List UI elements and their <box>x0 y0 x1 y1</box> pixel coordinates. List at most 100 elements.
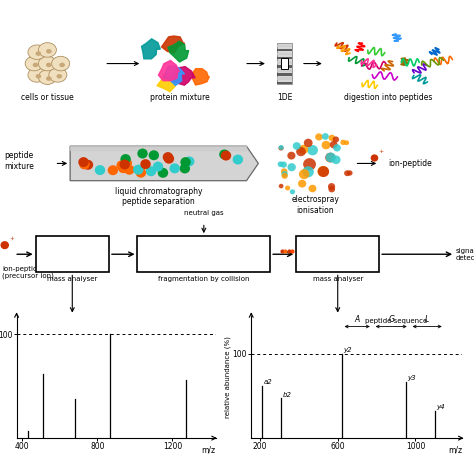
Ellipse shape <box>36 74 41 79</box>
Text: m/z: m/z <box>448 445 462 454</box>
Circle shape <box>121 158 132 168</box>
Text: y4: y4 <box>437 404 445 410</box>
Circle shape <box>315 133 323 141</box>
Ellipse shape <box>28 68 46 82</box>
Circle shape <box>298 180 306 188</box>
Text: y3: y3 <box>407 375 416 381</box>
Text: L: L <box>425 315 429 324</box>
Text: m/z: m/z <box>201 445 216 454</box>
Ellipse shape <box>46 49 52 54</box>
Circle shape <box>287 163 296 171</box>
Circle shape <box>169 163 180 173</box>
Polygon shape <box>142 39 160 59</box>
Text: b2: b2 <box>283 391 292 398</box>
Circle shape <box>290 189 295 194</box>
Text: liquid chromatography
peptide separation: liquid chromatography peptide separation <box>115 187 202 207</box>
Circle shape <box>331 155 341 164</box>
Circle shape <box>318 166 329 177</box>
Circle shape <box>333 136 339 143</box>
Polygon shape <box>157 74 179 92</box>
Ellipse shape <box>59 63 65 67</box>
Bar <box>277 82 292 84</box>
Circle shape <box>302 166 314 178</box>
Circle shape <box>340 140 346 145</box>
Circle shape <box>326 153 336 162</box>
Ellipse shape <box>52 56 70 71</box>
Circle shape <box>79 159 90 169</box>
Circle shape <box>184 156 194 166</box>
Text: fragmentation by collision: fragmentation by collision <box>158 276 250 282</box>
Circle shape <box>108 165 118 175</box>
Ellipse shape <box>56 74 62 79</box>
Circle shape <box>221 151 231 161</box>
Bar <box>281 58 288 69</box>
Circle shape <box>219 149 229 159</box>
Text: 1DE: 1DE <box>277 93 292 102</box>
Circle shape <box>287 152 295 159</box>
Circle shape <box>118 163 128 173</box>
Circle shape <box>347 170 353 176</box>
Circle shape <box>299 169 310 179</box>
Circle shape <box>137 148 148 158</box>
Text: a2: a2 <box>264 379 272 385</box>
Circle shape <box>0 241 9 249</box>
Circle shape <box>279 184 283 188</box>
Circle shape <box>158 168 168 178</box>
Ellipse shape <box>49 68 67 82</box>
Circle shape <box>95 165 105 175</box>
Circle shape <box>318 166 329 177</box>
Bar <box>296 236 379 272</box>
Circle shape <box>146 166 156 176</box>
Circle shape <box>180 163 190 173</box>
Circle shape <box>140 159 151 169</box>
Polygon shape <box>192 69 210 85</box>
Circle shape <box>163 152 173 162</box>
Text: peptide sequence: peptide sequence <box>365 318 427 324</box>
Bar <box>277 69 292 72</box>
Text: y2: y2 <box>343 347 352 353</box>
Polygon shape <box>162 36 184 53</box>
Bar <box>277 45 292 47</box>
Circle shape <box>299 145 308 154</box>
Text: neutral gas: neutral gas <box>184 210 224 216</box>
Circle shape <box>280 162 287 168</box>
Circle shape <box>117 160 127 170</box>
Ellipse shape <box>38 70 56 84</box>
Bar <box>277 61 292 64</box>
Ellipse shape <box>46 63 52 67</box>
Circle shape <box>344 170 350 176</box>
Text: product ions: product ions <box>297 240 341 246</box>
Bar <box>277 43 292 84</box>
Text: protein mixture: protein mixture <box>150 93 210 102</box>
Bar <box>277 57 292 59</box>
Circle shape <box>279 145 284 150</box>
Circle shape <box>344 140 349 145</box>
Circle shape <box>83 160 93 170</box>
Text: ion-peptide: ion-peptide <box>389 159 432 168</box>
Circle shape <box>325 153 336 163</box>
Circle shape <box>321 141 330 149</box>
Circle shape <box>328 135 335 141</box>
Bar <box>277 78 292 80</box>
Circle shape <box>149 150 159 160</box>
Circle shape <box>285 186 290 191</box>
Circle shape <box>278 161 283 167</box>
Circle shape <box>309 185 317 192</box>
Text: A: A <box>355 315 360 324</box>
Ellipse shape <box>28 45 46 59</box>
Bar <box>36 236 109 272</box>
Polygon shape <box>163 66 184 85</box>
Text: mass analyser: mass analyser <box>312 276 363 282</box>
Ellipse shape <box>46 76 52 81</box>
Circle shape <box>303 158 316 170</box>
Circle shape <box>282 171 288 177</box>
Circle shape <box>307 145 318 155</box>
Circle shape <box>281 168 287 174</box>
Bar <box>137 236 270 272</box>
Polygon shape <box>158 60 179 81</box>
Text: digestion into peptides: digestion into peptides <box>345 93 433 102</box>
Polygon shape <box>70 146 246 150</box>
Text: peptide
mixture: peptide mixture <box>5 152 35 171</box>
Circle shape <box>180 157 191 167</box>
Polygon shape <box>172 67 195 85</box>
